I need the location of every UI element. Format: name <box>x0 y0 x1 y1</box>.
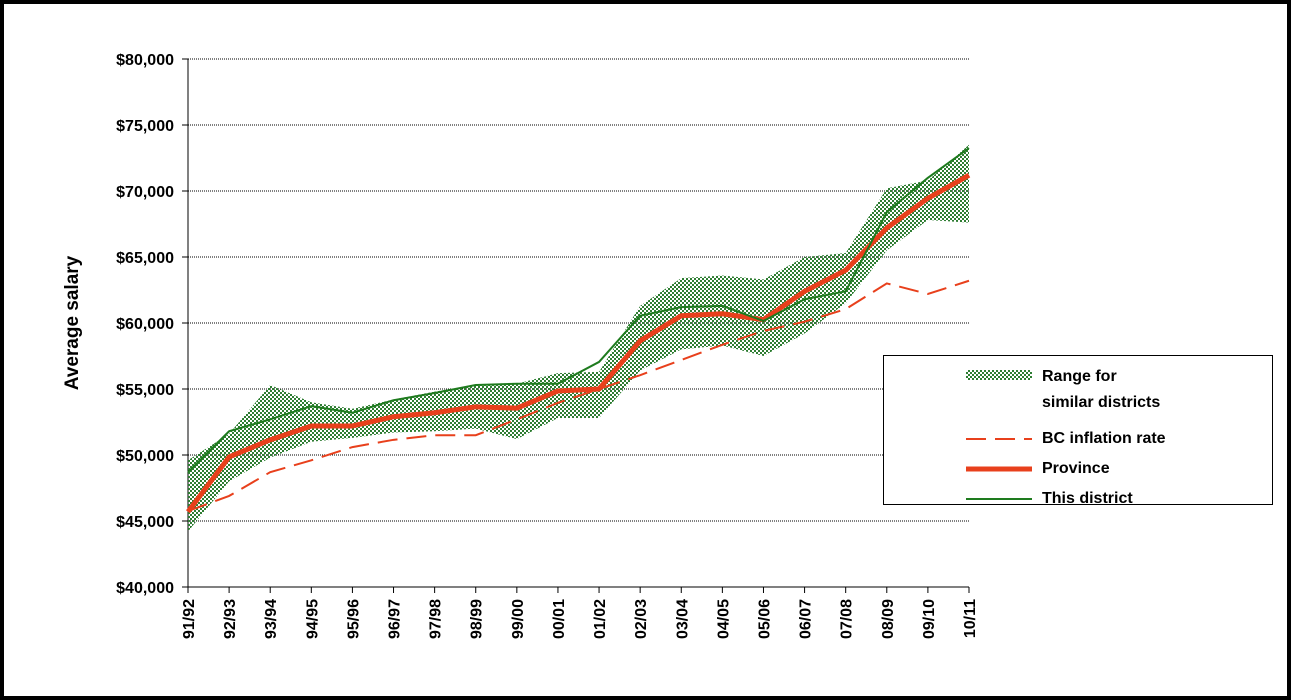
x-tick-label: 01/02 <box>592 599 609 639</box>
legend-swatch <box>966 466 1032 472</box>
legend-label: Range for similar districts <box>1042 368 1161 411</box>
legend-entry: BC inflation rate <box>884 426 1272 456</box>
x-tick-label: 91/92 <box>181 599 198 639</box>
legend-label: Province <box>1042 460 1110 477</box>
legend-entry: Range for similar districts <box>884 364 1272 426</box>
x-tick-label: 96/97 <box>387 599 404 639</box>
line <box>187 279 970 513</box>
x-tick-label: 98/99 <box>469 599 486 639</box>
y-tick-label: $80,000 <box>116 52 174 69</box>
y-tick-label: $50,000 <box>116 448 174 465</box>
line <box>186 172 971 514</box>
legend-swatch <box>966 438 1032 440</box>
legend: Range for similar districts BC inflation … <box>883 355 1273 507</box>
legend-label: This district <box>1042 490 1133 507</box>
legend-entry: Province <box>884 456 1272 486</box>
y-tick-label: $40,000 <box>116 580 174 597</box>
x-tick-label: 10/11 <box>962 599 979 638</box>
legend-label: BC inflation rate <box>1042 430 1166 447</box>
y-tick-label: $70,000 <box>116 184 174 201</box>
legend-swatch <box>966 498 1032 500</box>
swatch <box>966 370 1032 380</box>
x-tick-label: 94/95 <box>304 599 321 639</box>
x-tick-label: 09/10 <box>921 599 938 639</box>
x-tick-label: 93/94 <box>263 599 280 639</box>
x-tick-label: 06/07 <box>798 599 815 639</box>
y-axis-label: Average salary <box>62 255 83 390</box>
y-tick-label: $65,000 <box>116 250 174 267</box>
range-band <box>188 144 969 532</box>
x-tick-label: 02/03 <box>633 599 650 639</box>
x-tick-label: 95/96 <box>345 599 362 639</box>
x-tick-label: 97/98 <box>428 599 445 639</box>
y-tick-label: $75,000 <box>116 118 174 135</box>
x-tick-label: 03/04 <box>674 599 691 639</box>
x-tick-label: 05/06 <box>756 599 773 639</box>
legend-entry: This district <box>884 486 1272 516</box>
x-tick-label: 00/01 <box>551 599 568 639</box>
legend-swatch <box>966 370 1032 380</box>
line <box>187 147 970 473</box>
y-tick-label: $45,000 <box>116 514 174 531</box>
x-tick-label: 92/93 <box>222 599 239 639</box>
x-tick-label: 99/00 <box>510 599 527 639</box>
x-tick-label: 08/09 <box>880 599 897 639</box>
y-tick-label: $60,000 <box>116 316 174 333</box>
x-tick-label: 04/05 <box>715 599 732 639</box>
x-tick-label: 07/08 <box>839 599 856 639</box>
y-tick-label: $55,000 <box>116 382 174 399</box>
